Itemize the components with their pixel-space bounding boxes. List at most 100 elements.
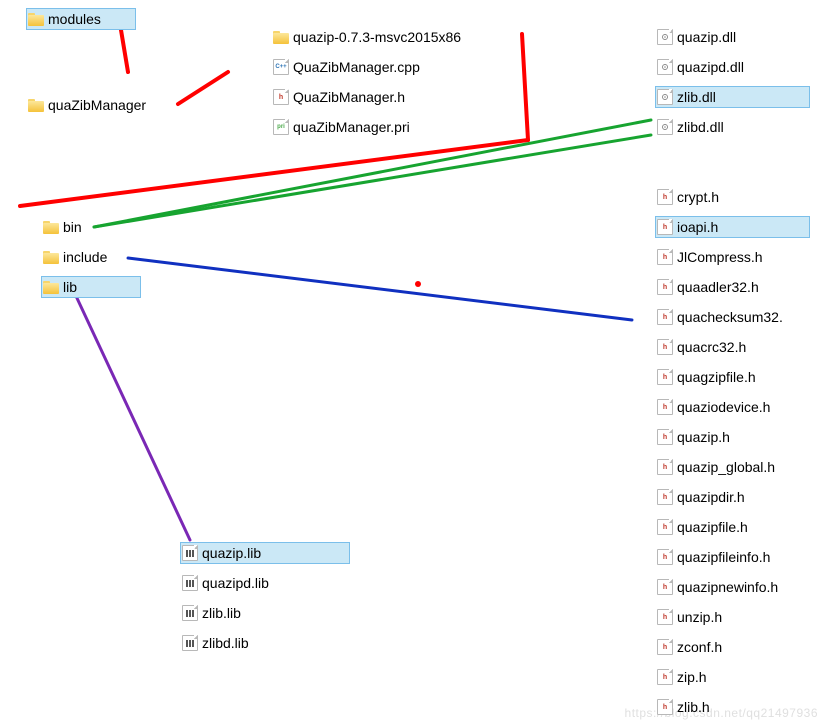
h-icon: h bbox=[657, 219, 673, 235]
file-item-quazipdir-h[interactable]: hquazipdir.h bbox=[655, 486, 749, 508]
h-icon: h bbox=[657, 189, 673, 205]
file-item-include[interactable]: include bbox=[41, 246, 111, 268]
folder-icon bbox=[273, 29, 289, 45]
file-item-zlib-dll[interactable]: zlib.dll bbox=[655, 86, 810, 108]
file-item-zlib-h[interactable]: hzlib.h bbox=[655, 696, 714, 718]
file-item-quazipnewinfo-h[interactable]: hquazipnewinfo.h bbox=[655, 576, 782, 598]
file-label: quazip_global.h bbox=[677, 459, 775, 475]
folder-icon bbox=[28, 97, 44, 113]
file-label: zlib.dll bbox=[677, 89, 716, 105]
file-item-quazibmanager-cpp[interactable]: C++QuaZibManager.cpp bbox=[271, 56, 424, 78]
h-icon: h bbox=[657, 489, 673, 505]
h-icon: h bbox=[657, 579, 673, 595]
h-icon: h bbox=[657, 369, 673, 385]
file-label: bin bbox=[63, 219, 82, 235]
file-label: QuaZibManager.cpp bbox=[293, 59, 420, 75]
h-icon: h bbox=[657, 339, 673, 355]
file-label: quazip.lib bbox=[202, 545, 261, 561]
file-label: quazipdir.h bbox=[677, 489, 745, 505]
file-item-quazipfileinfo-h[interactable]: hquazipfileinfo.h bbox=[655, 546, 774, 568]
file-label: quaadler32.h bbox=[677, 279, 759, 295]
file-item-modules[interactable]: modules bbox=[26, 8, 136, 30]
file-label: quachecksum32. bbox=[677, 309, 783, 325]
h-icon: h bbox=[273, 89, 289, 105]
file-item-quazibmanager-pri[interactable]: priquaZibManager.pri bbox=[271, 116, 414, 138]
file-item-quazibmanager[interactable]: quaZibManager bbox=[26, 94, 150, 116]
file-item-zlib-lib[interactable]: zlib.lib bbox=[180, 602, 245, 624]
file-label: quazip.dll bbox=[677, 29, 736, 45]
watermark: https://blog.csdn.net/qq21497936 bbox=[625, 706, 818, 720]
h-icon: h bbox=[657, 549, 673, 565]
folder-icon bbox=[43, 279, 59, 295]
file-item-quagzipfile-h[interactable]: hquagzipfile.h bbox=[655, 366, 760, 388]
lib-icon bbox=[182, 635, 198, 651]
file-label: zlibd.lib bbox=[202, 635, 249, 651]
file-label: zlib.h bbox=[677, 699, 710, 715]
file-label: modules bbox=[48, 11, 101, 27]
h-icon: h bbox=[657, 309, 673, 325]
file-item-zip-h[interactable]: hzip.h bbox=[655, 666, 711, 688]
file-label: QuaZibManager.h bbox=[293, 89, 405, 105]
h-icon: h bbox=[657, 669, 673, 685]
file-item-quazipd-lib[interactable]: quazipd.lib bbox=[180, 572, 273, 594]
file-item-quazipfile-h[interactable]: hquazipfile.h bbox=[655, 516, 752, 538]
file-item-zlibd-lib[interactable]: zlibd.lib bbox=[180, 632, 253, 654]
file-item-quazip-0-7-3-msvc2015x86[interactable]: quazip-0.7.3-msvc2015x86 bbox=[271, 26, 465, 48]
file-item-quazip-global-h[interactable]: hquazip_global.h bbox=[655, 456, 779, 478]
file-item-crypt-h[interactable]: hcrypt.h bbox=[655, 186, 723, 208]
file-label: lib bbox=[63, 279, 77, 295]
file-label: zconf.h bbox=[677, 639, 722, 655]
file-label: quazip-0.7.3-msvc2015x86 bbox=[293, 29, 461, 45]
file-label: include bbox=[63, 249, 107, 265]
h-icon: h bbox=[657, 279, 673, 295]
file-item-quazip-dll[interactable]: quazip.dll bbox=[655, 26, 740, 48]
h-icon: h bbox=[657, 639, 673, 655]
file-label: unzip.h bbox=[677, 609, 722, 625]
file-item-quazipd-dll[interactable]: quazipd.dll bbox=[655, 56, 748, 78]
file-item-lib[interactable]: lib bbox=[41, 276, 141, 298]
dll-icon bbox=[657, 29, 673, 45]
file-item-jlcompress-h[interactable]: hJlCompress.h bbox=[655, 246, 767, 268]
file-item-unzip-h[interactable]: hunzip.h bbox=[655, 606, 726, 628]
cpp-icon: C++ bbox=[273, 59, 289, 75]
file-label: crypt.h bbox=[677, 189, 719, 205]
h-icon: h bbox=[657, 249, 673, 265]
file-label: quazip.h bbox=[677, 429, 730, 445]
file-label: zip.h bbox=[677, 669, 707, 685]
h-icon: h bbox=[657, 459, 673, 475]
file-item-ioapi-h[interactable]: hioapi.h bbox=[655, 216, 810, 238]
file-label: quazipnewinfo.h bbox=[677, 579, 778, 595]
file-label: zlibd.dll bbox=[677, 119, 724, 135]
file-item-quaziodevice-h[interactable]: hquaziodevice.h bbox=[655, 396, 774, 418]
h-icon: h bbox=[657, 609, 673, 625]
file-label: quazipfileinfo.h bbox=[677, 549, 770, 565]
file-item-quazip-h[interactable]: hquazip.h bbox=[655, 426, 734, 448]
file-label: JlCompress.h bbox=[677, 249, 763, 265]
dll-icon bbox=[657, 89, 673, 105]
file-label: quagzipfile.h bbox=[677, 369, 756, 385]
file-label: quazipd.lib bbox=[202, 575, 269, 591]
file-item-zlibd-dll[interactable]: zlibd.dll bbox=[655, 116, 728, 138]
dll-icon bbox=[657, 59, 673, 75]
lib-icon bbox=[182, 575, 198, 591]
file-label: quaziodevice.h bbox=[677, 399, 770, 415]
h-icon: h bbox=[657, 429, 673, 445]
lib-icon bbox=[182, 605, 198, 621]
file-item-zconf-h[interactable]: hzconf.h bbox=[655, 636, 726, 658]
file-label: zlib.lib bbox=[202, 605, 241, 621]
file-item-bin[interactable]: bin bbox=[41, 216, 86, 238]
file-item-quaadler32-h[interactable]: hquaadler32.h bbox=[655, 276, 763, 298]
file-label: quazipfile.h bbox=[677, 519, 748, 535]
file-label: ioapi.h bbox=[677, 219, 718, 235]
file-label: quaZibManager bbox=[48, 97, 146, 113]
file-label: quacrc32.h bbox=[677, 339, 746, 355]
folder-icon bbox=[43, 219, 59, 235]
file-item-quazibmanager-h[interactable]: hQuaZibManager.h bbox=[271, 86, 409, 108]
file-label: quaZibManager.pri bbox=[293, 119, 410, 135]
file-item-quacrc32-h[interactable]: hquacrc32.h bbox=[655, 336, 750, 358]
file-item-quazip-lib[interactable]: quazip.lib bbox=[180, 542, 350, 564]
file-label: quazipd.dll bbox=[677, 59, 744, 75]
h-icon: h bbox=[657, 399, 673, 415]
pri-icon: pri bbox=[273, 119, 289, 135]
file-item-quachecksum32-[interactable]: hquachecksum32. bbox=[655, 306, 787, 328]
